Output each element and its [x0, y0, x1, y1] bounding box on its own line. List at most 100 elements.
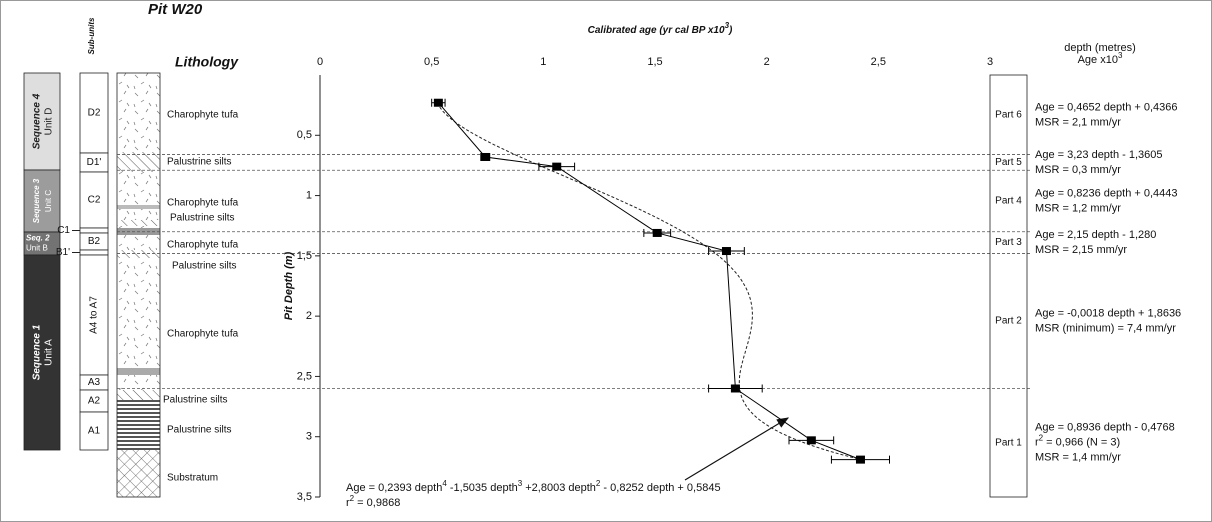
sequence-name: Sequence 4 — [32, 93, 43, 149]
sequence-unit: Unit C — [44, 190, 53, 212]
part-label: Part 3 — [995, 237, 1022, 248]
data-point — [652, 228, 662, 237]
subunit-label: D1' — [87, 157, 102, 168]
part-label: Part 6 — [995, 109, 1022, 120]
y-tick-label: 2,5 — [297, 370, 312, 382]
x-tick-label: 2 — [764, 56, 770, 68]
part-equation: Age = 2,15 depth - 1,280 — [1035, 229, 1156, 241]
x-axis-title-part: ) — [728, 25, 733, 36]
subunit-box — [79, 249, 109, 256]
fit-r2-label-part: = 0,9868 — [354, 497, 400, 509]
lithology-label: Palustrine silts — [167, 157, 231, 168]
right-heading-part: 3 — [1118, 51, 1123, 60]
fit-label-part: - 0,8252 depth + 0,5845 — [600, 482, 720, 494]
subunit-label: A1 — [88, 426, 101, 437]
part-label: Part 5 — [995, 157, 1022, 168]
data-point — [480, 152, 490, 161]
part-equation-part: Age = -0,0018 depth + 1,8636 — [1035, 307, 1181, 319]
data-point — [855, 455, 865, 464]
lithology-layer — [117, 205, 160, 209]
lithology-column — [116, 72, 161, 498]
sequence-unit: Unit D — [44, 108, 55, 136]
lithology-label: Palustrine silts — [163, 395, 227, 406]
part-equation-part: MSR (minimum) = 7,4 mm/yr — [1035, 322, 1176, 334]
x-axis-title-part: 3 — [725, 21, 730, 30]
part-equation: Age = 3,23 depth - 1,3605 — [1035, 149, 1163, 161]
x-axis-title-part: Calibrated age (yr cal BP x10 — [588, 25, 725, 36]
subunit-label: C1 — [57, 225, 70, 236]
sequence-name: Sequence 1 — [32, 324, 43, 380]
part-label: Part 4 — [995, 196, 1022, 207]
sequence-unit: Unit B — [26, 244, 48, 253]
fit-label: Age = 0,2393 depth4 -1,5035 depth3 +2,80… — [346, 479, 721, 494]
data-point — [433, 98, 443, 107]
x-tick-label: 0,5 — [424, 56, 439, 68]
lithology-layer — [117, 412, 160, 450]
subunit-box — [79, 72, 109, 154]
fit-label-part: Age = 0,2393 depth — [346, 482, 442, 494]
subunit-label: B1' — [56, 247, 70, 258]
sequence-block — [23, 169, 61, 233]
age-depth-line — [437, 102, 861, 461]
right-heading: depth (metres) — [1064, 42, 1136, 54]
x-tick-label: 2,5 — [871, 56, 886, 68]
part-equation: Age = 0,8936 depth - 0,4768 — [1035, 422, 1175, 434]
x-tick-label: 1,5 — [647, 56, 662, 68]
data-point — [806, 436, 816, 445]
right-heading-part: Age x10 — [1078, 54, 1118, 66]
fit-arrow — [684, 417, 790, 481]
x-tick-label: 3 — [987, 56, 993, 68]
part-equation: MSR = 1,2 mm/yr — [1035, 202, 1121, 214]
subunit-label: A4 to A7 — [89, 296, 100, 334]
part-equation-part: Age = 0,4652 depth + 0,4366 — [1035, 101, 1178, 113]
part-equation: MSR = 2,15 mm/yr — [1035, 244, 1127, 256]
part-equation: MSR (minimum) = 7,4 mm/yr — [1035, 322, 1176, 334]
part-equation-part: MSR = 1,4 mm/yr — [1035, 452, 1121, 464]
fit-label-part: 2 — [596, 479, 601, 488]
sequence-unit: Unit A — [44, 339, 55, 366]
y-tick-label: 1,5 — [297, 250, 312, 262]
part-equation-part: Age = 2,15 depth - 1,280 — [1035, 229, 1156, 241]
y-axis-title: Pit Depth (m) — [283, 251, 295, 320]
part-equation-part: MSR = 2,15 mm/yr — [1035, 244, 1127, 256]
part-equation: MSR = 1,4 mm/yr — [1035, 452, 1121, 464]
lithology-layer — [117, 73, 160, 152]
sequence-block — [23, 72, 61, 171]
subunit-label: D2 — [88, 108, 101, 119]
part-equation-part: Age = 0,8236 depth + 0,4443 — [1035, 187, 1178, 199]
fit-r2-label-part: r — [346, 497, 350, 509]
data-point — [721, 247, 731, 256]
lithology-layer — [117, 235, 160, 250]
data-point — [552, 162, 562, 171]
part-equation-part: r — [1035, 437, 1039, 449]
lithology-label: Charophyte tufa — [167, 198, 239, 209]
part-equation: r2 = 0,966 (N = 3) — [1035, 433, 1120, 448]
subunit-box — [79, 171, 109, 229]
lithology-layer — [117, 400, 160, 412]
fit-label-part: 4 — [442, 479, 447, 488]
part-label: Part 2 — [995, 316, 1022, 327]
sequence-name: Sequence 3 — [32, 178, 41, 223]
data-point — [730, 384, 740, 393]
right-heading: Age x103 — [1078, 51, 1123, 66]
part-equation-part: MSR = 0,3 mm/yr — [1035, 164, 1121, 176]
lithology-layer — [117, 390, 160, 400]
part-label: Part 1 — [995, 437, 1022, 448]
lithology-layer — [117, 172, 160, 228]
part-equation: MSR = 2,1 mm/yr — [1035, 116, 1121, 128]
fit-r2-label: r2 = 0,9868 — [346, 494, 400, 509]
lithology-label: Substratum — [167, 473, 218, 484]
part-equation: Age = 0,8236 depth + 0,4443 — [1035, 187, 1178, 199]
lithology-layer — [117, 258, 160, 368]
subunit-label: A2 — [88, 396, 101, 407]
y-tick-label: 3 — [306, 431, 312, 443]
y-tick-label: 0,5 — [297, 129, 312, 141]
subunits-heading: Sub-units — [87, 17, 96, 54]
lithology-layer — [117, 220, 160, 226]
x-axis-title: Calibrated age (yr cal BP x103) — [588, 21, 733, 36]
lithology-layer — [117, 368, 160, 375]
lithology-label: Palustrine silts — [170, 213, 234, 224]
sequence-name: Seq. 2 — [26, 234, 50, 243]
